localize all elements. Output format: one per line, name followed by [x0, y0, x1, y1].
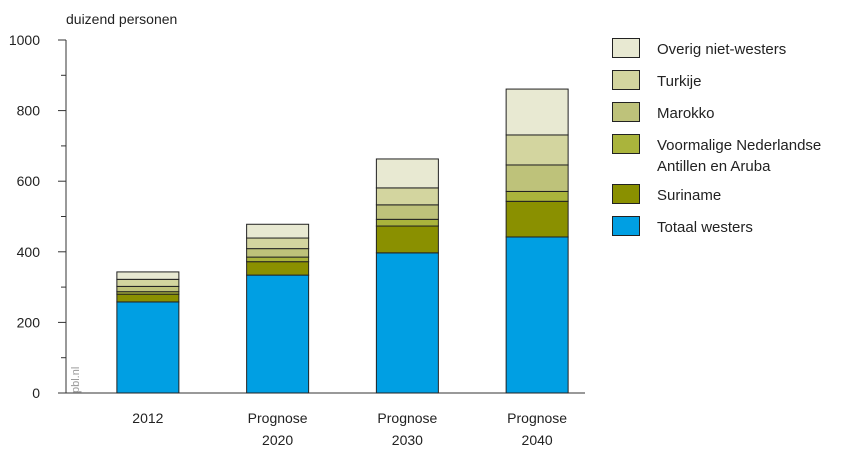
- y-axis-label: duizend personen: [66, 11, 177, 27]
- bar-segment-turkije-3: [505, 134, 569, 166]
- legend-swatch: [612, 102, 640, 122]
- x-category-label: 2030: [392, 432, 423, 448]
- legend-label: Totaal westers: [657, 219, 753, 236]
- bar-segment-overig-niet-westers-2: [375, 158, 439, 189]
- y-tick-label: 400: [17, 244, 41, 260]
- y-tick-label: 800: [17, 103, 41, 119]
- y-tick-label: 600: [17, 173, 41, 189]
- legend-swatch: [612, 134, 640, 154]
- bar-segment-totaal-westers-2: [375, 252, 439, 394]
- legend-label: Turkije: [657, 73, 702, 90]
- bar-segment-marokko-2: [375, 204, 439, 220]
- x-category-label: Prognose: [377, 410, 437, 426]
- y-axis: 0 200 400 600 800 1000: [9, 32, 585, 401]
- x-category-label: 2020: [262, 432, 293, 448]
- bar-segment-voormalige-nederlandse-antillen-en-aruba-1: [246, 256, 310, 263]
- legend-swatch: [612, 70, 640, 90]
- bar-segment-overig-niet-westers-0: [116, 271, 180, 280]
- x-category-label: Prognose: [507, 410, 567, 426]
- y-tick-label: 200: [17, 314, 41, 330]
- bars: [116, 88, 569, 394]
- legend-label: Marokko: [657, 105, 715, 122]
- bar-segment-marokko-0: [116, 285, 180, 293]
- y-tick-label: 1000: [9, 32, 40, 48]
- legend-label: Voormalige Nederlandse Antillen en Aruba: [657, 137, 822, 175]
- legend-swatch: [612, 184, 640, 204]
- legend-label: Suriname: [657, 187, 722, 204]
- y-tick-label: 0: [32, 385, 40, 401]
- bar-segment-turkije-0: [116, 278, 180, 287]
- x-axis-labels: 2012 Prognose 2020 Prognose 2030 Prognose 2040: [132, 410, 567, 448]
- x-category-label: Prognose: [248, 410, 308, 426]
- bar-segment-overig-niet-westers-1: [246, 223, 310, 239]
- watermark: pbl.nl: [70, 367, 82, 393]
- bar-segment-totaal-westers-3: [505, 236, 569, 394]
- bar-segment-voormalige-nederlandse-antillen-en-aruba-2: [375, 218, 439, 227]
- bar-segment-turkije-1: [246, 237, 310, 250]
- legend-swatch: [612, 216, 640, 236]
- bar-segment-marokko-3: [505, 164, 569, 192]
- bar-segment-marokko-1: [246, 248, 310, 258]
- bar-segment-suriname-2: [375, 225, 439, 254]
- bar-segment-totaal-westers-1: [246, 274, 310, 394]
- x-category-label: 2012: [132, 410, 163, 426]
- bar-segment-suriname-3: [505, 200, 569, 238]
- legend-swatch: [612, 38, 640, 58]
- bar-segment-turkije-2: [375, 187, 439, 206]
- x-category-label: 2040: [522, 432, 553, 448]
- bar-segment-suriname-1: [246, 261, 310, 276]
- bar-segment-suriname-0: [116, 293, 180, 303]
- bar-segment-totaal-westers-0: [116, 301, 180, 394]
- bar-segment-voormalige-nederlandse-antillen-en-aruba-3: [505, 190, 569, 202]
- bar-segment-overig-niet-westers-3: [505, 88, 569, 136]
- legend-label: Overig niet-westers: [657, 41, 787, 58]
